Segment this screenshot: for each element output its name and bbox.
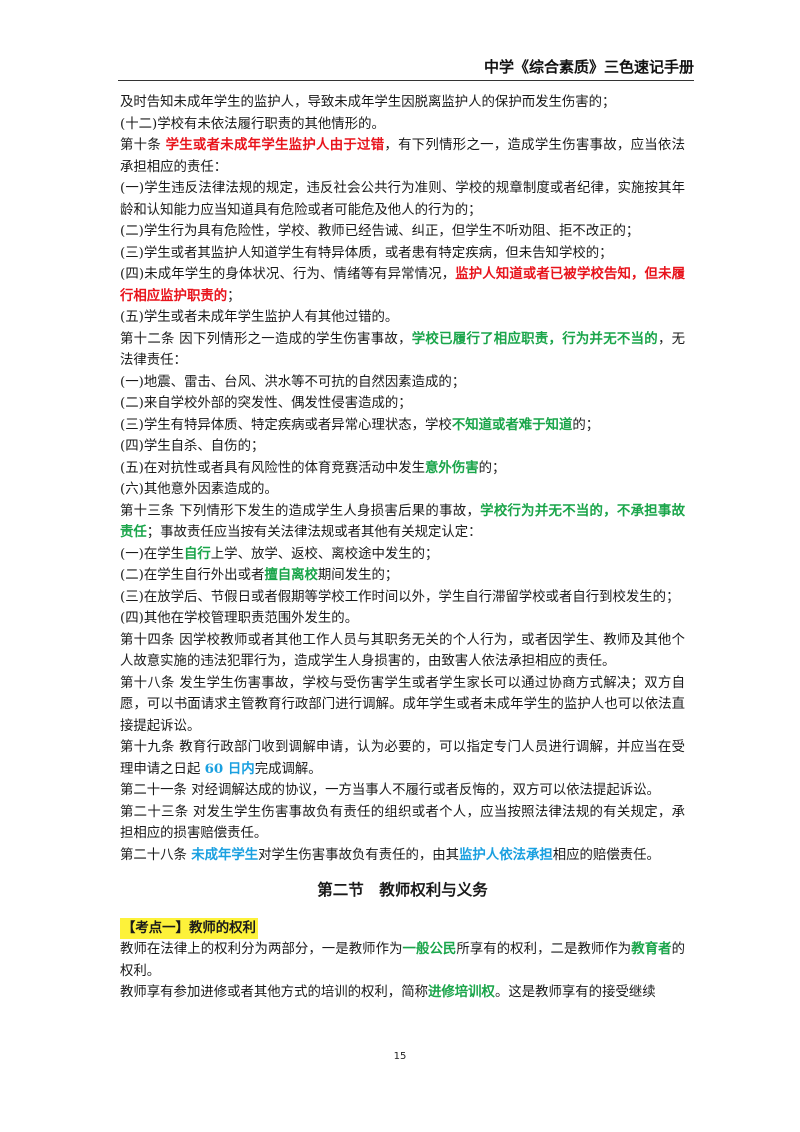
highlight-text: 学校行为并无不当的，不承担事故责任 xyxy=(120,502,686,541)
page-number: 15 xyxy=(393,1051,407,1062)
text-run: ，无法律责任： xyxy=(120,331,686,369)
paragraph: 第十八条 发生学生伤害事故，学校与受伤害学生或者学生家长可以通过协商方式解决；双… xyxy=(120,673,685,738)
highlight-text: 监护人依法承担 xyxy=(459,846,553,863)
text-run: 期间发生的； xyxy=(317,568,399,583)
text-run: 及时告知未成年学生的监护人，导致未成年学生因脱离监护人的保护而发生伤害的； xyxy=(120,95,616,110)
document-body: 及时告知未成年学生的监护人，导致未成年学生因脱离监护人的保护而发生伤害的； (十二… xyxy=(120,92,685,1004)
paragraph: 第二十三条 对发生学生伤害事故负有责任的组织或者个人，应当按照法律法规的有关规定… xyxy=(120,802,685,845)
paragraph: (四)未成年学生的身体状况、行为、情绪等有异常情况，监护人知道或者已被学校告知，… xyxy=(120,264,685,307)
paragraph: (一)在学生自行上学、放学、返校、离校途中发生的； xyxy=(120,544,685,566)
text-run: (一)在学生 xyxy=(120,546,185,562)
text-run: 第十三条 下列情形下发生的造成学生人身损害后果的事故， xyxy=(120,503,481,519)
highlight-text: 教育者 xyxy=(631,941,672,957)
highlight-text: 监护人知道或者已被学校告知，但未履行相应监护职责的 xyxy=(120,266,685,304)
kaodian-label: 【考点一】教师的权利 xyxy=(120,917,258,939)
text-run: 教师在法律上的权利分为两部分，一是教师作为 xyxy=(120,942,403,957)
text-run: (三)在放学后、节假日或者假期等学校工作时间以外，学生自行滞留学校或者自行到校发… xyxy=(120,589,680,605)
text-run: (一)地震、雷击、台风、洪水等不可抗的自然因素造成的； xyxy=(120,374,466,390)
text-run: ，有下列情形之一，造成学生伤害事故，应当依法承担相应的责任： xyxy=(120,138,686,175)
text-run: 第十四条 因学校教师或者其他工作人员与其职务无关的个人行为，或者因学生、教师及其… xyxy=(120,632,685,670)
text-run: 完成调解。 xyxy=(254,761,322,777)
paragraph: (二)学生行为具有危险性，学校、教师已经告诫、纠正，但学生不听劝阻、拒不改正的； xyxy=(120,221,685,243)
text-run: 第十二条 因下列情形之一造成的学生伤害事故， xyxy=(120,331,412,347)
text-run: 的权利。 xyxy=(120,942,686,979)
highlight-text: 未成年学生 xyxy=(191,846,259,863)
section-title: 第二节 教师权利与义务 xyxy=(317,881,488,899)
text-run: 第十条 xyxy=(120,138,166,153)
text-run: (三)学生有特异体质、特定疾病或者异常心理状态，学校 xyxy=(120,417,452,433)
text-run: (二)学生行为具有危险性，学校、教师已经告诫、纠正，但学生不听劝阻、拒不改正的； xyxy=(120,224,640,239)
paragraph: (一)学生违反法律法规的规定，违反社会公共行为准则、学校的规章制度或者纪律，实施… xyxy=(120,178,685,221)
paragraph: (四)学生自杀、自伤的； xyxy=(120,436,685,458)
text-run: 上学、放学、返校、离校途中发生的； xyxy=(210,546,439,562)
paragraph: (二)来自学校外部的突发性、偶发性侵害造成的； xyxy=(120,393,685,415)
paragraph: 第十条 学生或者未成年学生监护人由于过错，有下列情形之一，造成学生伤害事故，应当… xyxy=(120,135,685,178)
paragraph: (六)其他意外因素造成的。 xyxy=(120,479,685,501)
text-run: 第十九条 教育行政部门收到调解申请，认为必要的，可以指定专门人员进行调解，并应当… xyxy=(120,740,685,777)
text-run: 教师享有参加进修或者其他方式的培训的权利，简称 xyxy=(120,985,428,1000)
paragraph: (四)其他在学校管理职责范围外发生的。 xyxy=(120,608,685,630)
paragraph: 第十四条 因学校教师或者其他工作人员与其职务无关的个人行为，或者因学生、教师及其… xyxy=(120,630,685,673)
text-run: (四)未成年学生的身体状况、行为、情绪等有异常情况， xyxy=(120,267,456,282)
text-run: (五)在对抗性或者具有风险性的体育竞赛活动中发生 xyxy=(120,460,426,476)
paragraph: (一)地震、雷击、台风、洪水等不可抗的自然因素造成的； xyxy=(120,372,685,394)
highlight-text: 不知道或者难于知道 xyxy=(451,416,573,433)
paragraph: 第十二条 因下列情形之一造成的学生伤害事故，学校已履行了相应职责，行为并无不当的… xyxy=(120,329,685,372)
text-run: (四)其他在学校管理职责范围外发生的。 xyxy=(120,611,359,626)
text-run: 对学生伤害事故负有责任的，由其 xyxy=(258,847,460,863)
paragraph: (三)在放学后、节假日或者假期等学校工作时间以外，学生自行滞留学校或者自行到校发… xyxy=(120,587,685,609)
paragraph: (五)在对抗性或者具有风险性的体育竞赛活动中发生意外伤害的； xyxy=(120,458,685,480)
text-run: (二)在学生自行外出或者 xyxy=(120,568,265,583)
highlight-text: 擅自离校 xyxy=(264,567,318,583)
highlight-text: 学校已履行了相应职责，行为并无不当的 xyxy=(411,330,658,347)
paragraph: 第二十一条 对经调解达成的协议，一方当事人不履行或者反悔的，双方可以依法提起诉讼… xyxy=(120,780,685,802)
regulation-text: 及时告知未成年学生的监护人，导致未成年学生因脱离监护人的保护而发生伤害的； (十二… xyxy=(120,92,685,866)
highlight-text: 学生或者未成年学生监护人由于过错 xyxy=(165,137,385,153)
text-run: (六)其他意外因素造成的。 xyxy=(120,482,278,497)
text-run: 。这是教师享有的接受继续 xyxy=(494,985,656,1000)
paragraph: 第十九条 教育行政部门收到调解申请，认为必要的，可以指定专门人员进行调解，并应当… xyxy=(120,737,685,780)
text-run: 第二十三条 对发生学生伤害事故负有责任的组织或者个人，应当按照法律法规的有关规定… xyxy=(120,804,685,842)
teacher-rights-text: 教师在法律上的权利分为两部分，一是教师作为一般公民所享有的权利，二是教师作为教育… xyxy=(120,939,685,1004)
text-run: 所享有的权利，二是教师作为 xyxy=(456,942,632,957)
text-run: 第十八条 发生学生伤害事故，学校与受伤害学生或者学生家长可以通过协商方式解决；双… xyxy=(120,675,685,734)
text-run: (一)学生违反法律法规的规定，违反社会公共行为准则、学校的规章制度或者纪律，实施… xyxy=(120,181,685,218)
page-header: 中学《综合素质》三色速记手册 xyxy=(118,58,694,81)
text-run: (三)学生或者其监护人知道学生有特异体质，或者患有特定疾病，但未告知学校的； xyxy=(120,245,613,261)
paragraph: 及时告知未成年学生的监护人，导致未成年学生因脱离监护人的保护而发生伤害的； xyxy=(120,92,685,114)
text-run: 第二十八条 xyxy=(120,847,192,863)
highlight-text: 60 日内 xyxy=(204,760,255,777)
text-run: 第二十一条 对经调解达成的协议，一方当事人不履行或者反悔的，双方可以依法提起诉讼… xyxy=(120,783,660,798)
text-run: (二)来自学校外部的突发性、偶发性侵害造成的； xyxy=(120,396,412,411)
highlight-text: 一般公民 xyxy=(402,941,457,957)
header-title: 中学《综合素质》三色速记手册 xyxy=(483,58,694,76)
highlight-text: 自行 xyxy=(184,545,211,562)
highlight-text: 意外伤害 xyxy=(425,459,479,476)
text-run: (五)学生或者未成年学生监护人有其他过错的。 xyxy=(120,310,399,325)
text-run: (四)学生自杀、自伤的； xyxy=(120,439,265,454)
paragraph: 教师在法律上的权利分为两部分，一是教师作为一般公民所享有的权利，二是教师作为教育… xyxy=(120,939,685,982)
text-run: ；事故责任应当按有关法律法规或者其他有关规定认定： xyxy=(146,525,482,540)
text-run: (十二)学校有未依法履行职责的其他情形的。 xyxy=(120,116,385,132)
text-run: 的； xyxy=(572,417,600,433)
paragraph: 教师享有参加进修或者其他方式的培训的权利，简称进修培训权。这是教师享有的接受继续 xyxy=(120,982,685,1004)
paragraph: (十二)学校有未依法履行职责的其他情形的。 xyxy=(120,114,685,136)
paragraph: 第二十八条 未成年学生对学生伤害事故负有责任的，由其监护人依法承担相应的赔偿责任… xyxy=(120,845,685,867)
paragraph: (二)在学生自行外出或者擅自离校期间发生的； xyxy=(120,565,685,587)
paragraph: (五)学生或者未成年学生监护人有其他过错的。 xyxy=(120,307,685,329)
text-run: 的； xyxy=(478,460,506,476)
paragraph: (三)学生或者其监护人知道学生有特异体质，或者患有特定疾病，但未告知学校的； xyxy=(120,243,685,265)
paragraph: (三)学生有特异体质、特定疾病或者异常心理状态，学校不知道或者难于知道的； xyxy=(120,415,685,437)
paragraph: 第十三条 下列情形下发生的造成学生人身损害后果的事故，学校行为并无不当的，不承担… xyxy=(120,501,685,544)
text-run: ； xyxy=(227,288,241,304)
highlight-text: 进修培训权 xyxy=(427,984,495,1000)
text-run: 相应的赔偿责任。 xyxy=(552,847,660,863)
